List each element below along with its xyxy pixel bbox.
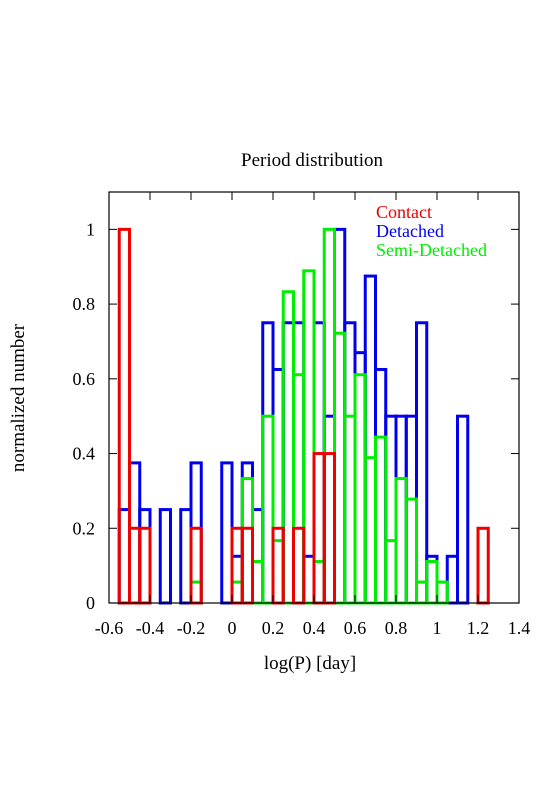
x-axis-label: log(P) [day] xyxy=(264,653,356,674)
y-tick-label: 0.2 xyxy=(73,518,96,538)
chart-title: Period distribution xyxy=(241,150,383,171)
x-tick-label: 0 xyxy=(228,618,237,638)
y-tick-label: 0 xyxy=(86,593,95,613)
x-tick-label: 1.2 xyxy=(467,618,490,638)
x-tick-label: -0.2 xyxy=(177,618,206,638)
y-tick-label: 0.6 xyxy=(73,369,96,389)
x-tick-label: 1 xyxy=(433,618,442,638)
legend-entry-semi-detached: Semi-Detached xyxy=(376,240,487,260)
legend-entry-detached: Detached xyxy=(376,221,444,241)
x-tick-label: -0.6 xyxy=(95,618,124,638)
y-tick-label: 1 xyxy=(86,219,95,239)
x-tick-label: 0.2 xyxy=(262,618,285,638)
y-tick-label: 0.4 xyxy=(73,444,96,464)
axis-ticks: -0.6 -0.4 -0.2 0 0.2 0.4 0.6 0.8 1 1.2 1.4 0 0.2 0.4 0… xyxy=(73,192,531,638)
x-tick-label: -0.4 xyxy=(136,618,165,638)
x-tick-label: 0.8 xyxy=(385,618,408,638)
legend-entry-contact: Contact xyxy=(376,202,432,222)
x-tick-label: 0.6 xyxy=(344,618,367,638)
x-tick-label: 1.4 xyxy=(508,618,531,638)
y-axis-label: normalized number xyxy=(8,323,29,472)
x-tick-label: 0.4 xyxy=(303,618,326,638)
y-tick-label: 0.8 xyxy=(73,294,96,314)
